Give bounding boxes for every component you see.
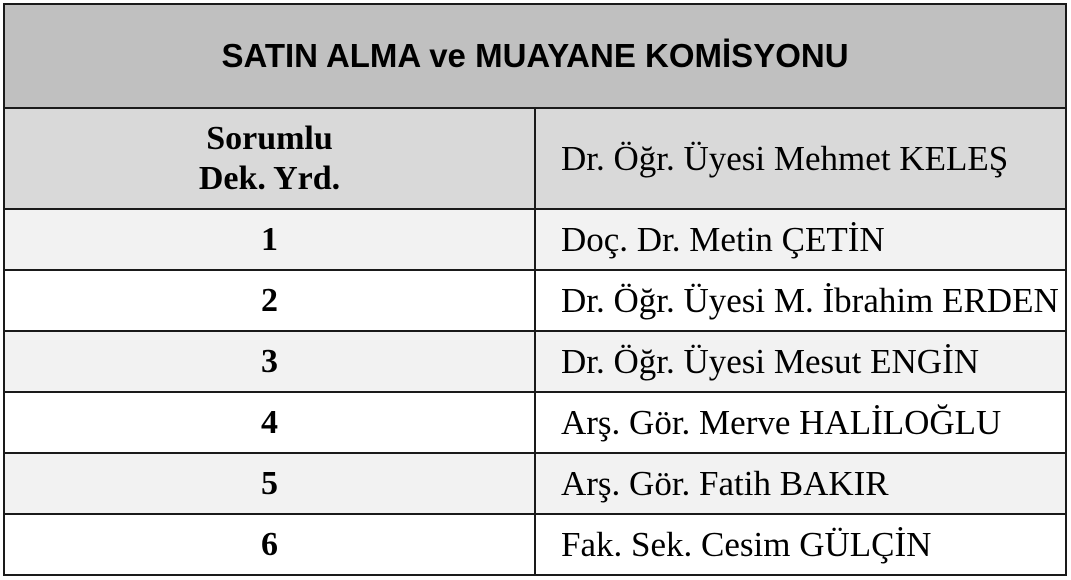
table-row: 2 Dr. Öğr. Üyesi M. İbrahim ERDEN bbox=[3, 269, 1067, 332]
responsible-label: Sorumlu Dek. Yrd. bbox=[3, 107, 536, 210]
member-number: 3 bbox=[3, 330, 536, 393]
member-name: Doç. Dr. Metin ÇETİN bbox=[534, 208, 1067, 271]
table-row: 6 Fak. Sek. Cesim GÜLÇİN bbox=[3, 513, 1067, 576]
member-number: 2 bbox=[3, 269, 536, 332]
header-row: Sorumlu Dek. Yrd. Dr. Öğr. Üyesi Mehmet … bbox=[3, 107, 1067, 210]
member-name: Arş. Gör. Merve HALİLOĞLU bbox=[534, 391, 1067, 454]
table-row: 4 Arş. Gör. Merve HALİLOĞLU bbox=[3, 391, 1067, 454]
table-row: 5 Arş. Gör. Fatih BAKIR bbox=[3, 452, 1067, 515]
table-row: 1 Doç. Dr. Metin ÇETİN bbox=[3, 208, 1067, 271]
member-number: 1 bbox=[3, 208, 536, 271]
responsible-name: Dr. Öğr. Üyesi Mehmet KELEŞ bbox=[534, 107, 1067, 210]
responsible-label-line1: Sorumlu bbox=[206, 119, 333, 157]
responsible-label-line2: Dek. Yrd. bbox=[198, 159, 341, 197]
commission-table: SATIN ALMA ve MUAYANE KOMİSYONU Sorumlu … bbox=[3, 3, 1067, 576]
member-number: 4 bbox=[3, 391, 536, 454]
member-name: Dr. Öğr. Üyesi Mesut ENGİN bbox=[534, 330, 1067, 393]
table-title: SATIN ALMA ve MUAYANE KOMİSYONU bbox=[3, 3, 1067, 109]
member-number: 5 bbox=[3, 452, 536, 515]
member-number: 6 bbox=[3, 513, 536, 576]
member-name: Fak. Sek. Cesim GÜLÇİN bbox=[534, 513, 1067, 576]
member-name: Dr. Öğr. Üyesi M. İbrahim ERDEN bbox=[534, 269, 1067, 332]
member-name: Arş. Gör. Fatih BAKIR bbox=[534, 452, 1067, 515]
table-row: 3 Dr. Öğr. Üyesi Mesut ENGİN bbox=[3, 330, 1067, 393]
